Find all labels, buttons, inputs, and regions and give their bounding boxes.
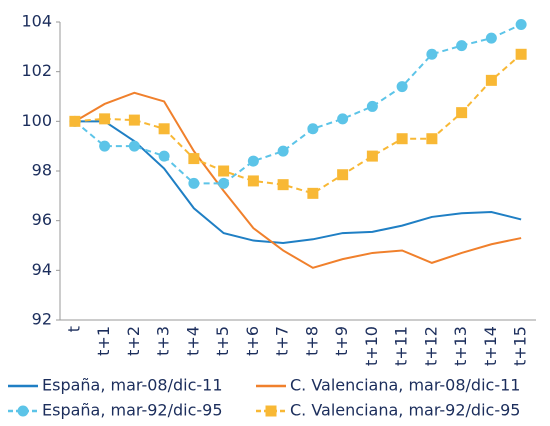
marker — [485, 74, 497, 86]
marker — [188, 153, 200, 165]
marker — [128, 140, 140, 152]
y-tick-label: 98 — [32, 161, 52, 180]
x-tick-label: t+13 — [451, 326, 470, 366]
x-tick-label: t+5 — [213, 326, 232, 356]
series-line — [74, 120, 522, 245]
legend-marker — [265, 405, 277, 417]
marker — [247, 175, 259, 187]
marker — [69, 115, 81, 127]
marker — [456, 40, 468, 52]
marker — [128, 114, 140, 126]
x-tick-label: t+2 — [124, 326, 143, 356]
legend-label: España, mar-92/dic-95 — [42, 401, 223, 420]
y-tick-label: 100 — [21, 111, 52, 130]
x-tick-label: t+8 — [302, 326, 321, 356]
marker — [396, 81, 408, 93]
marker — [307, 123, 319, 135]
series-line — [74, 53, 522, 195]
marker — [426, 48, 438, 60]
marker — [456, 107, 468, 119]
marker — [515, 18, 527, 30]
series-line — [74, 91, 522, 269]
marker — [337, 169, 349, 181]
x-tick-label: t+15 — [511, 326, 530, 366]
marker — [515, 48, 527, 60]
marker — [426, 133, 438, 145]
marker — [188, 177, 200, 189]
y-tick-label: 94 — [32, 260, 52, 279]
x-tick-label: t+10 — [362, 326, 381, 366]
y-tick-label: 92 — [32, 310, 52, 329]
marker — [99, 140, 111, 152]
marker — [366, 150, 378, 162]
marker — [158, 150, 170, 162]
marker — [277, 179, 289, 191]
marker — [218, 177, 230, 189]
legend-label: C. Valenciana, mar-92/dic-95 — [290, 401, 520, 420]
legend-marker — [17, 405, 29, 417]
marker — [396, 133, 408, 145]
marker — [337, 113, 349, 125]
y-tick-label: 96 — [32, 210, 52, 229]
marker — [277, 145, 289, 157]
y-tick-label: 104 — [21, 12, 52, 31]
marker — [158, 123, 170, 135]
x-tick-label: t+9 — [332, 326, 351, 356]
legend-label: España, mar-08/dic-11 — [42, 376, 223, 395]
x-tick-label: t+6 — [243, 326, 262, 356]
x-tick-label: t+4 — [183, 326, 202, 356]
x-tick-label: t+1 — [94, 326, 113, 356]
marker — [247, 155, 259, 167]
marker — [366, 100, 378, 112]
marker — [218, 165, 230, 177]
x-tick-label: t+14 — [481, 326, 500, 366]
marker — [307, 187, 319, 199]
y-tick-label: 102 — [21, 61, 52, 80]
legend-label: C. Valenciana, mar-08/dic-11 — [290, 376, 520, 395]
x-tick-label: t+7 — [273, 326, 292, 356]
x-tick-label: t+11 — [392, 326, 411, 366]
marker — [485, 32, 497, 44]
series-line — [74, 23, 522, 185]
x-tick-label: t — [64, 326, 83, 332]
x-tick-label: t+3 — [154, 326, 173, 356]
x-tick-label: t+12 — [421, 326, 440, 366]
marker — [99, 113, 111, 125]
